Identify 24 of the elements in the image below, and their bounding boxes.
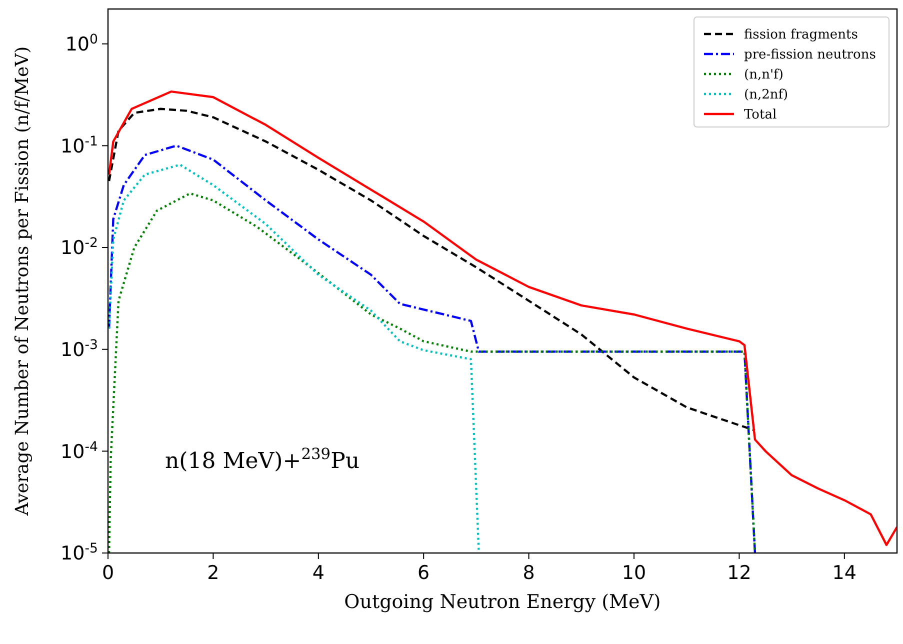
line-series bbox=[108, 90, 897, 546]
legend-label: Total bbox=[744, 108, 777, 123]
annotation: n(18 MeV)+$^{239}$Pu bbox=[165, 445, 360, 474]
y-axis-title: Average Number of Neutrons per Fission (n/f/MeV) bbox=[12, 46, 33, 517]
legend-label: fission fragments bbox=[744, 28, 858, 43]
y-tick-label: 10$^{-1}$ bbox=[60, 134, 98, 158]
legend-label: (n,n'f) bbox=[744, 68, 784, 83]
x-tick-label: 0 bbox=[102, 562, 114, 584]
x-tick-label: 14 bbox=[832, 562, 856, 584]
x-axis-title: Outgoing Neutron Energy (MeV) bbox=[344, 591, 661, 613]
legend-label: pre-fission neutrons bbox=[744, 48, 876, 63]
y-tick-label: 10$^{0}$ bbox=[65, 32, 98, 56]
y-tick-label: 10$^{-2}$ bbox=[60, 236, 98, 260]
y-tick-label: 10$^{-5}$ bbox=[60, 541, 98, 565]
x-tick-label: 8 bbox=[522, 562, 535, 584]
x-tick-label: 6 bbox=[418, 562, 430, 584]
line-series bbox=[108, 164, 480, 553]
y-tick-label: 10$^{-4}$ bbox=[60, 439, 98, 463]
x-tick-label: 10 bbox=[622, 562, 646, 584]
x-tick-label: 12 bbox=[727, 562, 752, 584]
x-tick-label: 4 bbox=[312, 562, 324, 584]
y-tick-label: 10$^{-3}$ bbox=[60, 337, 98, 361]
legend-label: (n,2nf) bbox=[744, 88, 788, 103]
x-tick-label: 2 bbox=[207, 562, 220, 584]
